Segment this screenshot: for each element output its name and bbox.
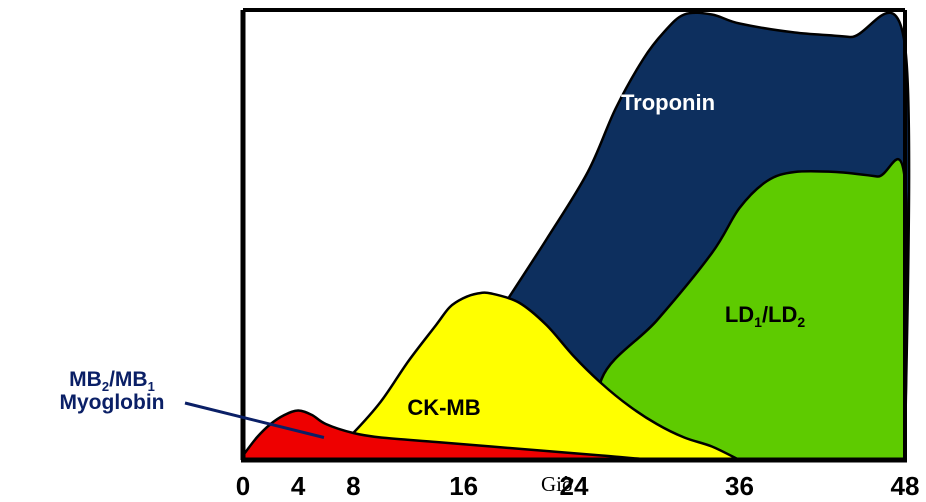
area-mb2-mb1-myoglobin (241, 409, 686, 462)
area-ck-mb (324, 291, 741, 462)
ld1-ld2-label: LD1/LD2 (725, 302, 806, 330)
myoglobin-label: Myoglobin (60, 391, 165, 414)
troponin-label: Troponin (621, 90, 715, 115)
x-tick-label-24: 24 (560, 471, 589, 501)
x-tick-label-16: 16 (449, 471, 478, 501)
x-axis-label: Giờ (541, 472, 574, 496)
x-tick-label-4: 4 (291, 471, 306, 501)
x-tick-label-8: 8 (346, 471, 360, 501)
x-tick-label-0: 0 (236, 471, 250, 501)
x-tick-label-48: 48 (891, 471, 920, 501)
mb2-mb1-label: MB2/MB1 (69, 368, 155, 394)
ck-mb-label: CK-MB (407, 395, 480, 420)
x-tick-label-36: 36 (725, 471, 754, 501)
annotation-leader-line (184, 401, 325, 439)
